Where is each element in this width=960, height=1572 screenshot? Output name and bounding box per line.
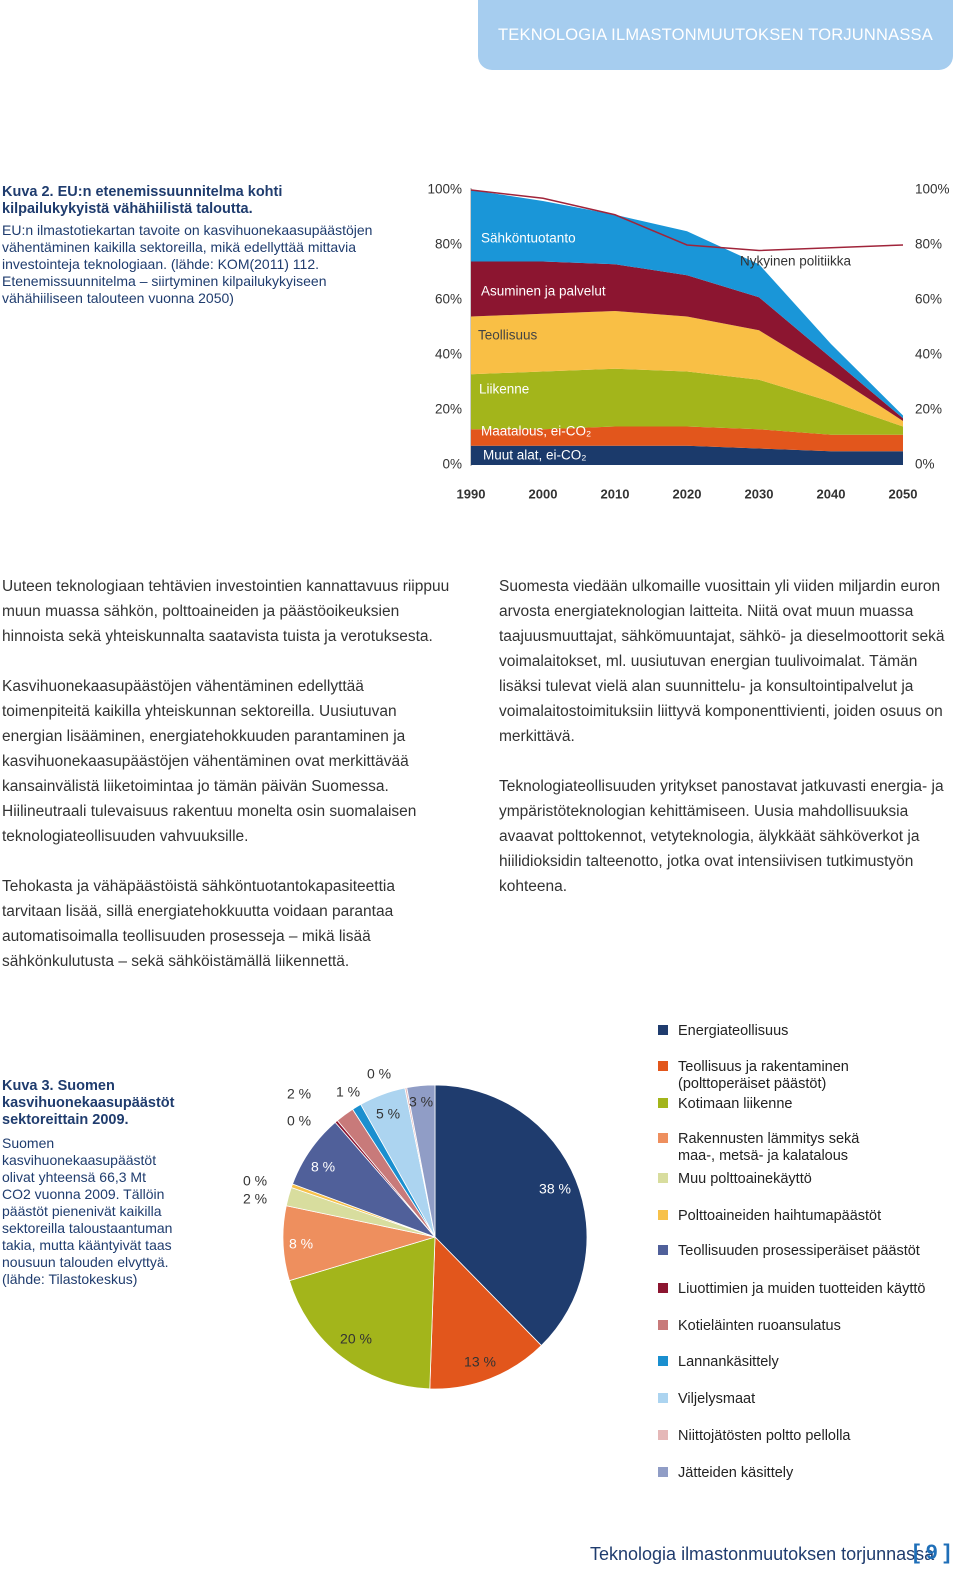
paragraph: Kasvihuonekaasupäästöjen vähentäminen ed… [2,678,417,845]
caption-text: EU:n ilmastotiekartan tavoite on kasvihu… [2,222,373,306]
data-label: 8 % [311,1159,335,1175]
x-tick-label: 2020 [673,486,702,501]
data-label: 0 % [243,1173,267,1189]
data-label: 5 % [376,1106,400,1122]
y-tick-label: 0% [915,457,935,472]
legend-swatch [658,1430,668,1440]
y-tick-label: 100% [427,182,462,197]
header-title: TEKNOLOGIA ILMASTONMUUTOKSEN TORJUNNASSA [498,26,933,44]
pie-slice [434,1084,588,1347]
caption-title: Kuva 3. Suomen kasvihuonekaasupäästöt se… [2,1078,175,1128]
legend-swatch [658,1133,668,1143]
page-number: [ 9 ] [913,1541,951,1564]
data-label: 2 % [287,1086,311,1102]
area-label: Sähköntuotanto [481,231,576,246]
y-tick-label: 60% [435,292,462,307]
header-tab [478,0,953,70]
data-label: 2 % [243,1191,267,1207]
x-tick-label: 2000 [529,486,558,501]
legend-label: Liuottimien ja muiden tuotteiden käyttö [678,1281,926,1297]
paragraph: Uuteen teknologiaan tehtävien investoint… [2,578,450,645]
legend-label: Teollisuus ja rakentaminen (polttoperäis… [678,1059,849,1092]
pie-slice [288,1236,436,1390]
area-segment [471,368,903,435]
legend-swatch [658,1245,668,1255]
data-label: 13 % [464,1354,496,1370]
legend-swatch [658,1393,668,1403]
x-tick-label: 2040 [817,486,846,501]
x-tick-label: 1990 [457,486,486,501]
paragraph: Teknologiateollisuuden yritykset panosta… [499,778,944,895]
legend-label: Rakennusten lämmitys sekä maa-, metsä- j… [678,1131,860,1164]
area-label: Asuminen ja palvelut [481,284,606,299]
y-tick-label: 0% [442,457,462,472]
area-segment [471,261,903,421]
pie-slice [429,1236,542,1390]
y-tick-label: 20% [915,402,942,417]
data-label: 0 % [287,1113,311,1129]
legend-label: Kotieläinten ruoansulatus [678,1318,841,1334]
data-label: 1 % [336,1084,360,1100]
paragraph: Tehokasta ja vähäpäästöistä sähköntuotan… [2,878,395,970]
y-tick-label: 40% [915,347,942,362]
data-label: 0 % [367,1066,391,1082]
legend-label: Kotimaan liikenne [678,1096,793,1112]
legend-swatch [658,1025,668,1035]
legend-label: Teollisuuden prosessiperäiset päästöt [678,1243,920,1259]
y-tick-label: 20% [435,402,462,417]
area-segment [471,426,903,452]
text-column: Uuteen teknologiaan tehtävien investoint… [2,574,454,999]
reference-line [470,189,904,252]
area-label: Maatalous, ei-CO₂ [481,424,591,439]
paragraph: Suomesta viedään ulkomaille vuosittain y… [499,578,945,745]
data-label: 3 % [409,1094,433,1110]
legend-swatch [658,1098,668,1108]
text-column: Suomesta viedään ulkomaille vuosittain y… [499,574,949,924]
y-tick-label: 80% [435,237,462,252]
legend-swatch [658,1467,668,1477]
legend-label: Energiateollisuus [678,1023,789,1039]
figure-caption: Kuva 2. EU:n etenemissuunnitelma kohti k… [2,184,387,307]
legend-label: Polttoaineiden haihtumapäästöt [678,1208,882,1224]
legend-swatch [658,1283,668,1293]
data-label: 38 % [539,1181,571,1197]
data-label: 8 % [289,1236,313,1252]
legend-swatch [658,1356,668,1366]
caption-title: Kuva 2. EU:n etenemissuunnitelma kohti k… [2,184,283,217]
area-label: Muut alat, ei-CO₂ [483,448,587,463]
x-tick-label: 2050 [889,486,918,501]
legend-label: Muu polttoainekäyttö [678,1171,812,1187]
pie-slice [406,1084,436,1238]
area-segment [471,445,903,465]
y-tick-label: 40% [435,347,462,362]
x-tick-label: 2030 [745,486,774,501]
x-tick-label: 2010 [601,486,630,501]
figure-caption: Kuva 3. Suomen kasvihuonekaasupäästöt se… [2,1078,174,1288]
y-tick-label: 100% [915,182,950,197]
data-label: 20 % [340,1331,372,1347]
area-segment [471,311,903,427]
area-label: Teollisuus [478,328,538,343]
legend-label: Lannankäsittely [678,1354,779,1370]
legend-label: Viljelysmaat [678,1391,756,1407]
y-tick-label: 80% [915,237,942,252]
legend-swatch [658,1173,668,1183]
legend-swatch [658,1320,668,1330]
legend-label: Niittojätösten poltto pellolla [678,1428,851,1444]
legend-swatch [658,1210,668,1220]
area-segment [471,190,903,419]
caption-text: Suomen kasvihuonekaasupäästöt olivat yht… [2,1135,173,1287]
legend-label: Jätteiden käsittely [678,1465,794,1481]
area-label: Liikenne [479,382,529,397]
footer-text: Teknologia ilmastonmuutoksen torjunnassa [590,1544,935,1564]
line-label: Nykyinen politiikka [740,254,852,269]
legend-swatch [658,1061,668,1071]
y-tick-label: 60% [915,292,942,307]
